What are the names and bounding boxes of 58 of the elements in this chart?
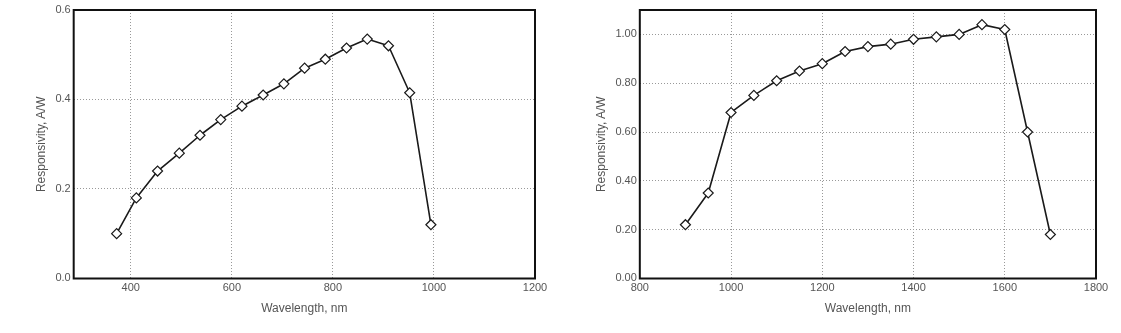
x-axis-title: Wavelength, nm — [261, 301, 348, 316]
point — [111, 228, 123, 240]
point — [1044, 228, 1056, 241]
y-tick-label: 0.60 — [615, 125, 637, 138]
x-tick-label: 1000 — [718, 281, 744, 294]
point — [151, 165, 164, 177]
point — [404, 87, 416, 99]
x-tick-label: 400 — [121, 281, 140, 294]
point — [361, 33, 373, 45]
point — [173, 147, 185, 159]
y-tick-label: 0.40 — [615, 173, 637, 186]
x-tick-label: 1200 — [522, 281, 548, 294]
point — [816, 58, 828, 70]
point — [215, 114, 227, 126]
point — [793, 65, 806, 77]
y-tick-label: 1.00 — [615, 27, 637, 40]
point — [930, 31, 942, 43]
point — [299, 62, 311, 74]
point — [702, 187, 714, 199]
y-axis-title: Responsivity, A/W — [593, 95, 608, 193]
y-axis-title: Responsivity, A/W — [33, 95, 48, 193]
x-tick-label: 600 — [222, 281, 242, 294]
x-tick-label: 1400 — [901, 281, 926, 294]
point — [1021, 126, 1034, 138]
y-tick-label: 0.20 — [615, 222, 637, 235]
point — [885, 38, 897, 50]
y-tick-label: 0.00 — [615, 271, 637, 284]
point — [907, 33, 920, 45]
point — [679, 219, 692, 231]
y-tick-label: 0.4 — [55, 92, 71, 105]
point — [748, 89, 760, 101]
point — [425, 219, 437, 231]
point — [839, 45, 851, 58]
y-tick-label: 0.6 — [55, 3, 71, 16]
point — [257, 89, 269, 101]
x-tick-label: 800 — [630, 281, 649, 294]
point — [862, 41, 874, 53]
y-tick-label: 0.80 — [615, 76, 637, 89]
y-tick-label: 0.2 — [55, 181, 71, 194]
x-tick-label: 800 — [323, 281, 343, 294]
point — [319, 53, 331, 65]
point — [194, 129, 206, 141]
point — [236, 100, 248, 112]
point — [953, 28, 965, 40]
point — [771, 75, 783, 87]
point — [725, 106, 737, 119]
x-axis-title: Wavelength, nm — [824, 301, 912, 316]
point — [130, 192, 142, 204]
point — [976, 19, 988, 31]
point — [382, 40, 395, 52]
x-tick-label: 1000 — [421, 281, 447, 294]
x-tick-label: 1200 — [810, 281, 835, 294]
point — [999, 23, 1011, 36]
point — [340, 42, 353, 54]
y-tick-label: 0.0 — [55, 271, 71, 284]
x-tick-label: 1600 — [992, 281, 1017, 294]
x-tick-label: 1800 — [1083, 281, 1109, 294]
point — [278, 78, 290, 90]
